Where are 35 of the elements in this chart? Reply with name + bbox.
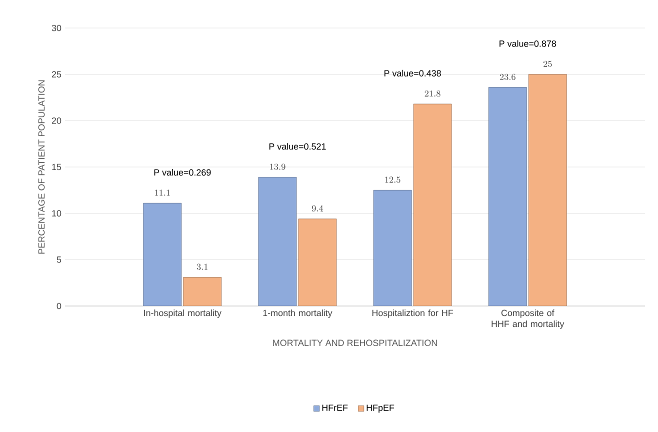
bar <box>413 104 452 306</box>
y-tick-label: 20 <box>52 117 62 124</box>
data-label: 25 <box>543 60 552 68</box>
data-label: 12.5 <box>385 176 400 183</box>
data-label: 13.9 <box>270 164 286 170</box>
data-label: 21 .8 <box>424 90 440 97</box>
y-tick-label: 5 <box>56 256 62 263</box>
y-tick-label: 0 <box>56 302 62 310</box>
data-label: 23.6 <box>500 74 516 80</box>
x-tick-label: Composite of HHF and mortality <box>492 310 564 329</box>
data-label: 9.4 <box>312 205 324 212</box>
bar <box>488 87 527 306</box>
bar <box>298 218 337 306</box>
x-tick-label: Hospitaliztion for HF <box>372 310 454 318</box>
bar <box>373 190 412 306</box>
y-tick-label: 10 <box>52 210 62 217</box>
x-tick-label: In-hospital mortality <box>144 310 222 318</box>
bar <box>143 202 182 306</box>
data-label: 3. 1 <box>196 264 208 270</box>
data-label: 11 . 1 <box>155 190 170 196</box>
legend-label: HFrEF <box>322 404 348 411</box>
bar <box>258 176 297 306</box>
annotation: P value=0.521 <box>269 143 326 150</box>
legend-label: HFpEF <box>366 404 394 413</box>
bar <box>528 74 567 306</box>
y-tick-label: 30 <box>52 24 62 32</box>
annotation: P value=0.878 <box>500 40 556 47</box>
y-axis-title: PERCENTAGE OF PATIENT POPULATION <box>38 80 45 254</box>
annotation: P value=0.269 <box>154 169 211 176</box>
y-tick-label: 25 <box>52 71 62 78</box>
bar <box>183 277 222 306</box>
annotation: P value=0.438 <box>384 70 441 76</box>
y-tick-label: 15 <box>52 164 62 170</box>
x-tick-label: 1-month mortality <box>263 310 332 318</box>
x-axis-title: MORTALITY AND REHOSPITALIZATION <box>273 340 437 346</box>
